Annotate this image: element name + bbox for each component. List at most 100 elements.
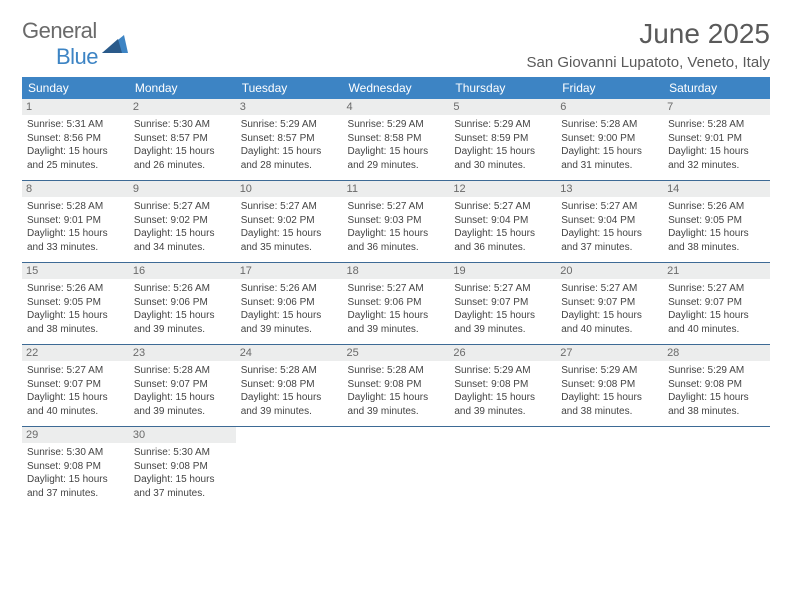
- day-cell: 7 Sunrise: 5:28 AMSunset: 9:01 PMDaylight…: [663, 99, 770, 181]
- day-cell: 2Sunrise: 5:30 AMSunset: 8:57 PMDaylight…: [129, 99, 236, 181]
- month-title: June 2025: [526, 18, 770, 50]
- day-cell: 13Sunrise: 5:27 AMSunset: 9:04 PMDayligh…: [556, 181, 663, 263]
- day-number: 6: [556, 99, 663, 115]
- week-row: 8 Sunrise: 5:28 AMSunset: 9:01 PMDaylight…: [22, 181, 770, 263]
- week-row: 22 Sunrise: 5:27 AMSunset: 9:07 PMDayligh…: [22, 345, 770, 427]
- day-details: Sunrise: 5:29 AMSunset: 9:08 PMDaylight:…: [454, 364, 551, 418]
- day-details: Sunrise: 5:29 AMSunset: 9:08 PMDaylight:…: [668, 364, 765, 418]
- day-details: Sunrise: 5:27 AMSunset: 9:03 PMDaylight:…: [348, 200, 445, 254]
- day-cell: 16 Sunrise: 5:26 AMSunset: 9:06 PMDayligh…: [129, 263, 236, 345]
- day-cell: 15Sunrise: 5:26 AMSunset: 9:05 PMDayligh…: [22, 263, 129, 345]
- day-number: 2: [129, 99, 236, 115]
- day-number: 9: [129, 181, 236, 197]
- logo-text-general: General: [22, 18, 97, 43]
- day-header-monday: Monday: [129, 77, 236, 99]
- calendar-body: 1 Sunrise: 5:31 AMSunset: 8:56 PMDaylight…: [22, 99, 770, 508]
- day-cell: 11 Sunrise: 5:27 AMSunset: 9:03 PMDayligh…: [343, 181, 450, 263]
- day-number: 21: [663, 263, 770, 279]
- day-number: 18: [343, 263, 450, 279]
- day-header-row: SundayMondayTuesdayWednesdayThursdayFrid…: [22, 77, 770, 99]
- day-number: 26: [449, 345, 556, 361]
- day-details: Sunrise: 5:27 AMSunset: 9:07 PMDaylight:…: [27, 364, 124, 418]
- week-row: 29 Sunrise: 5:30 AMSunset: 9:08 PMDayligh…: [22, 427, 770, 509]
- day-details: Sunrise: 5:26 AMSunset: 9:05 PMDaylight:…: [27, 282, 124, 336]
- day-details: Sunrise: 5:27 AMSunset: 9:06 PMDaylight:…: [348, 282, 445, 336]
- day-number: 11: [343, 181, 450, 197]
- day-cell: 1 Sunrise: 5:31 AMSunset: 8:56 PMDaylight…: [22, 99, 129, 181]
- day-cell: 4 Sunrise: 5:29 AMSunset: 8:58 PMDaylight…: [343, 99, 450, 181]
- day-details: Sunrise: 5:28 AMSunset: 9:01 PMDaylight:…: [668, 118, 765, 172]
- day-details: Sunrise: 5:26 AMSunset: 9:05 PMDaylight:…: [668, 200, 765, 254]
- day-details: Sunrise: 5:30 AMSunset: 9:08 PMDaylight:…: [134, 446, 231, 500]
- day-cell: 9 Sunrise: 5:27 AMSunset: 9:02 PMDaylight…: [129, 181, 236, 263]
- logo: General Blue: [22, 18, 128, 70]
- day-header-friday: Friday: [556, 77, 663, 99]
- day-number: 1: [22, 99, 129, 115]
- day-number: 3: [236, 99, 343, 115]
- day-details: Sunrise: 5:27 AMSunset: 9:02 PMDaylight:…: [134, 200, 231, 254]
- day-details: Sunrise: 5:29 AMSunset: 8:59 PMDaylight:…: [454, 118, 551, 172]
- day-cell: 29 Sunrise: 5:30 AMSunset: 9:08 PMDayligh…: [22, 427, 129, 509]
- day-details: Sunrise: 5:27 AMSunset: 9:04 PMDaylight:…: [454, 200, 551, 254]
- day-cell: 26 Sunrise: 5:29 AMSunset: 9:08 PMDayligh…: [449, 345, 556, 427]
- week-row: 15Sunrise: 5:26 AMSunset: 9:05 PMDayligh…: [22, 263, 770, 345]
- day-details: Sunrise: 5:27 AMSunset: 9:07 PMDaylight:…: [668, 282, 765, 336]
- day-number: 28: [663, 345, 770, 361]
- day-details: Sunrise: 5:26 AMSunset: 9:06 PMDaylight:…: [241, 282, 338, 336]
- day-cell: [236, 427, 343, 509]
- day-number: 14: [663, 181, 770, 197]
- day-number: 23: [129, 345, 236, 361]
- day-details: Sunrise: 5:27 AMSunset: 9:04 PMDaylight:…: [561, 200, 658, 254]
- day-cell: [556, 427, 663, 509]
- day-cell: 23 Sunrise: 5:28 AMSunset: 9:07 PMDayligh…: [129, 345, 236, 427]
- day-number: 17: [236, 263, 343, 279]
- day-number: 12: [449, 181, 556, 197]
- day-number: 30: [129, 427, 236, 443]
- day-cell: 25 Sunrise: 5:28 AMSunset: 9:08 PMDayligh…: [343, 345, 450, 427]
- header: General Blue June 2025 San Giovanni Lupa…: [22, 18, 770, 71]
- day-number: 25: [343, 345, 450, 361]
- day-number: 8: [22, 181, 129, 197]
- day-cell: [449, 427, 556, 509]
- day-cell: 24Sunrise: 5:28 AMSunset: 9:08 PMDayligh…: [236, 345, 343, 427]
- day-details: Sunrise: 5:27 AMSunset: 9:02 PMDaylight:…: [241, 200, 338, 254]
- day-details: Sunrise: 5:31 AMSunset: 8:56 PMDaylight:…: [27, 118, 124, 172]
- day-cell: [663, 427, 770, 509]
- day-details: Sunrise: 5:29 AMSunset: 9:08 PMDaylight:…: [561, 364, 658, 418]
- day-details: Sunrise: 5:30 AMSunset: 9:08 PMDaylight:…: [27, 446, 124, 500]
- week-row: 1 Sunrise: 5:31 AMSunset: 8:56 PMDaylight…: [22, 99, 770, 181]
- day-cell: [343, 427, 450, 509]
- day-cell: 6 Sunrise: 5:28 AMSunset: 9:00 PMDaylight…: [556, 99, 663, 181]
- day-number: 7: [663, 99, 770, 115]
- day-cell: 18 Sunrise: 5:27 AMSunset: 9:06 PMDayligh…: [343, 263, 450, 345]
- day-number: 10: [236, 181, 343, 197]
- day-cell: 21 Sunrise: 5:27 AMSunset: 9:07 PMDayligh…: [663, 263, 770, 345]
- day-details: Sunrise: 5:28 AMSunset: 9:07 PMDaylight:…: [134, 364, 231, 418]
- day-details: Sunrise: 5:28 AMSunset: 9:01 PMDaylight:…: [27, 200, 124, 254]
- logo-triangle-icon: [102, 33, 128, 58]
- day-number: 19: [449, 263, 556, 279]
- day-header-saturday: Saturday: [663, 77, 770, 99]
- day-header-tuesday: Tuesday: [236, 77, 343, 99]
- day-details: Sunrise: 5:27 AMSunset: 9:07 PMDaylight:…: [454, 282, 551, 336]
- day-details: Sunrise: 5:27 AMSunset: 9:07 PMDaylight:…: [561, 282, 658, 336]
- day-details: Sunrise: 5:26 AMSunset: 9:06 PMDaylight:…: [134, 282, 231, 336]
- day-cell: 12 Sunrise: 5:27 AMSunset: 9:04 PMDayligh…: [449, 181, 556, 263]
- day-cell: 30 Sunrise: 5:30 AMSunset: 9:08 PMDayligh…: [129, 427, 236, 509]
- day-number: 24: [236, 345, 343, 361]
- day-details: Sunrise: 5:28 AMSunset: 9:08 PMDaylight:…: [348, 364, 445, 418]
- day-number: 4: [343, 99, 450, 115]
- day-number: 22: [22, 345, 129, 361]
- day-cell: 28 Sunrise: 5:29 AMSunset: 9:08 PMDayligh…: [663, 345, 770, 427]
- day-details: Sunrise: 5:29 AMSunset: 8:57 PMDaylight:…: [241, 118, 338, 172]
- location: San Giovanni Lupatoto, Veneto, Italy: [526, 54, 770, 71]
- day-cell: 19 Sunrise: 5:27 AMSunset: 9:07 PMDayligh…: [449, 263, 556, 345]
- day-number: 5: [449, 99, 556, 115]
- title-block: June 2025 San Giovanni Lupatoto, Veneto,…: [526, 18, 770, 71]
- day-header-sunday: Sunday: [22, 77, 129, 99]
- day-number: 29: [22, 427, 129, 443]
- day-cell: 10 Sunrise: 5:27 AMSunset: 9:02 PMDayligh…: [236, 181, 343, 263]
- day-details: Sunrise: 5:28 AMSunset: 9:00 PMDaylight:…: [561, 118, 658, 172]
- day-details: Sunrise: 5:29 AMSunset: 8:58 PMDaylight:…: [348, 118, 445, 172]
- day-number: 16: [129, 263, 236, 279]
